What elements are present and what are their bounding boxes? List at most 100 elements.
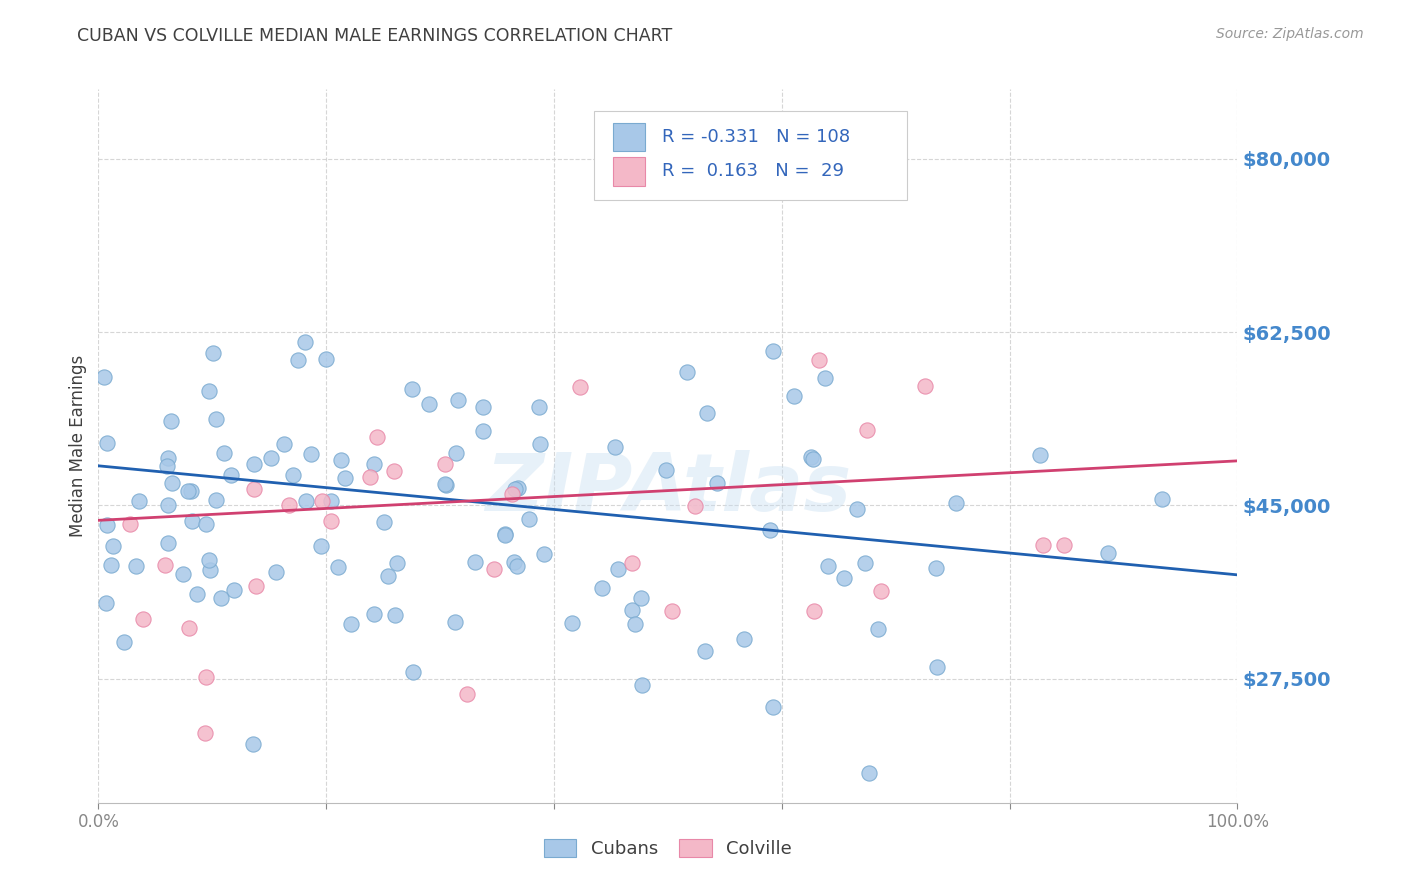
Point (201, 346, 224, 360)
Point (160, 476, 183, 491)
FancyBboxPatch shape (613, 157, 645, 186)
Point (177, 484, 200, 499)
Point (242, 482, 264, 496)
Point (505, 559, 527, 574)
Point (803, 604, 825, 618)
Point (733, 632, 755, 646)
Point (260, 451, 283, 466)
Point (266, 565, 288, 579)
Point (695, 644, 717, 658)
Point (385, 556, 408, 570)
Point (482, 562, 505, 576)
Point (363, 607, 385, 622)
Point (800, 450, 823, 464)
Point (925, 660, 948, 674)
Point (96, 517, 118, 532)
Point (855, 423, 877, 437)
Text: CUBAN VS COLVILLE MEDIAN MALE EARNINGS CORRELATION CHART: CUBAN VS COLVILLE MEDIAN MALE EARNINGS C… (77, 27, 672, 45)
Point (96, 435, 118, 450)
Point (621, 556, 644, 570)
Point (377, 569, 399, 583)
Point (326, 560, 349, 574)
Point (197, 553, 219, 567)
Point (194, 670, 217, 684)
Y-axis label: Median Male Earnings: Median Male Earnings (69, 355, 87, 537)
Text: ZIPAtlas: ZIPAtlas (485, 450, 851, 528)
Point (494, 527, 516, 541)
Point (1028, 448, 1050, 462)
Point (434, 457, 457, 471)
Point (204, 412, 226, 426)
Point (858, 766, 880, 780)
Point (853, 556, 876, 570)
Point (506, 481, 529, 495)
Point (242, 737, 264, 751)
Point (503, 482, 526, 496)
Point (762, 700, 785, 714)
Point (103, 539, 125, 553)
Point (783, 389, 806, 403)
Point (623, 616, 645, 631)
Point (295, 494, 318, 508)
Point (195, 516, 218, 531)
Point (501, 487, 523, 501)
Point (340, 617, 363, 632)
Point (630, 678, 652, 692)
Point (125, 559, 148, 574)
Point (287, 353, 309, 368)
Point (214, 446, 236, 460)
Point (945, 496, 967, 510)
Point (676, 365, 699, 379)
Point (186, 587, 208, 601)
Point (696, 406, 718, 420)
Point (803, 452, 825, 467)
Point (814, 370, 837, 384)
Point (180, 484, 202, 499)
FancyBboxPatch shape (593, 111, 907, 200)
Point (299, 447, 322, 461)
Point (112, 634, 135, 648)
Point (156, 498, 179, 512)
Point (517, 512, 540, 526)
Point (159, 414, 181, 428)
Point (333, 471, 356, 485)
Point (620, 603, 643, 617)
Point (1150, 492, 1173, 507)
Point (1097, 546, 1119, 560)
Point (661, 604, 683, 618)
Point (157, 536, 180, 550)
Legend: Cubans, Colville: Cubans, Colville (536, 831, 800, 865)
Point (198, 384, 221, 399)
Point (93, 370, 115, 384)
Point (591, 581, 613, 595)
Point (278, 498, 301, 512)
Point (1032, 538, 1054, 552)
Point (319, 514, 342, 528)
Point (311, 539, 333, 553)
Point (1052, 539, 1074, 553)
Point (472, 400, 495, 414)
Point (832, 571, 855, 585)
Point (870, 584, 893, 599)
Point (443, 615, 465, 630)
Point (359, 470, 381, 484)
Point (436, 477, 458, 491)
Point (373, 516, 395, 530)
Point (382, 464, 405, 478)
Point (845, 502, 868, 516)
Point (434, 476, 457, 491)
Point (172, 567, 194, 582)
Point (447, 393, 470, 408)
Point (706, 476, 728, 491)
Point (180, 515, 202, 529)
Point (401, 665, 423, 679)
Point (245, 579, 267, 593)
Point (118, 517, 141, 532)
Point (529, 437, 551, 451)
Point (273, 437, 295, 451)
FancyBboxPatch shape (613, 123, 645, 152)
Point (761, 344, 783, 359)
Point (209, 591, 232, 606)
Point (384, 607, 406, 622)
Point (224, 582, 246, 597)
